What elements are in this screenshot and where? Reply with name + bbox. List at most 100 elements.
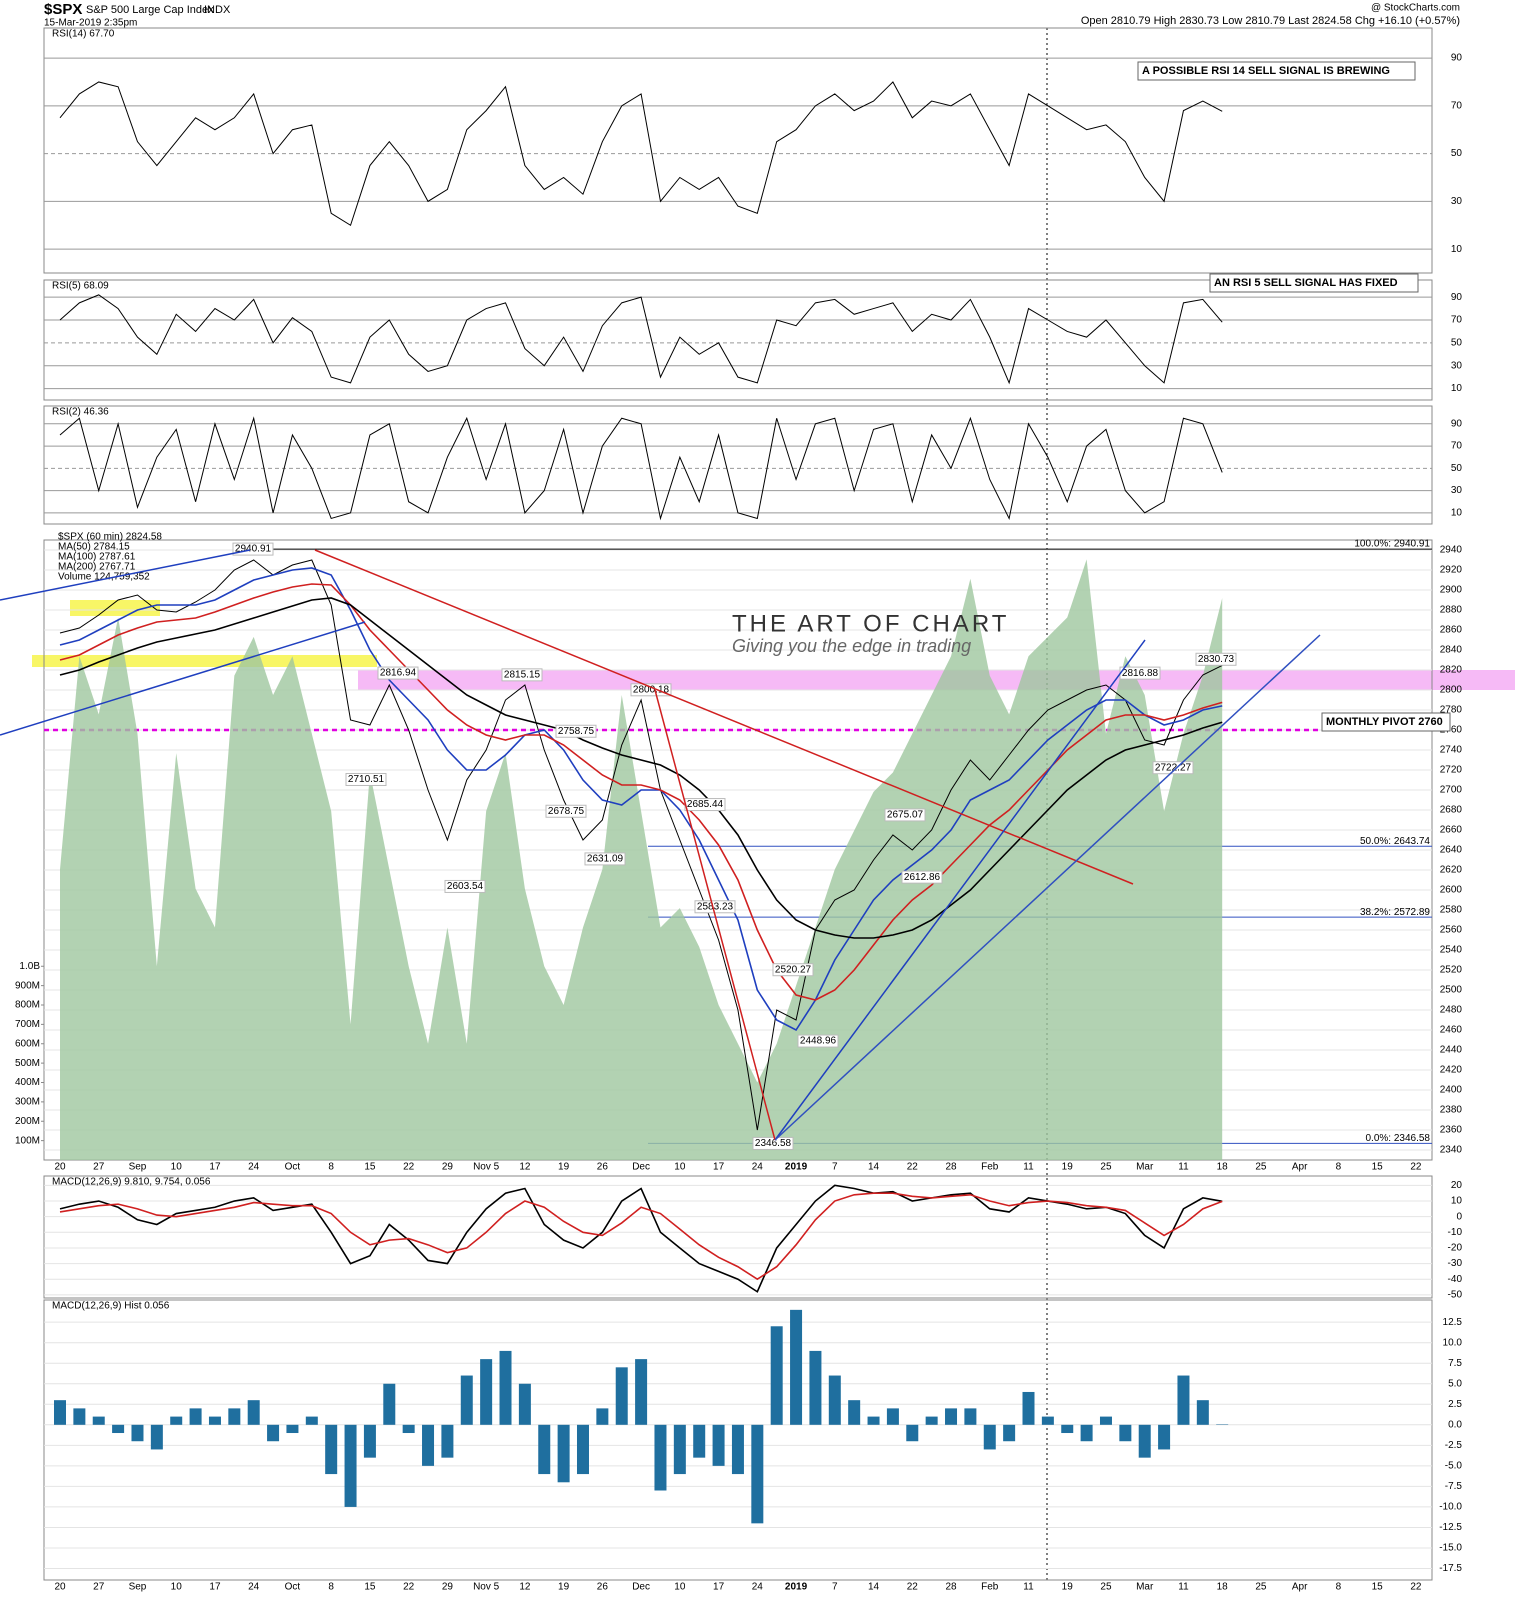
x-tick-label: 2019 <box>785 1162 808 1173</box>
y-tick-label: 30 <box>1451 196 1463 207</box>
line <box>59 416 1223 521</box>
x-tick-label: 7 <box>832 1582 838 1593</box>
x-tick-label: 11 <box>1178 1162 1189 1173</box>
x-tick-label: 17 <box>713 1162 725 1173</box>
y-tick-label: 2720 <box>1440 765 1463 776</box>
y-tick-label: 2420 <box>1440 1065 1463 1076</box>
bar <box>1080 1424 1093 1442</box>
bar <box>673 1424 686 1475</box>
y-tick-label: 10 <box>1451 508 1463 519</box>
x-tick-label: 24 <box>752 1162 764 1173</box>
price-label: 2816.94 <box>380 668 417 679</box>
bar <box>112 1424 125 1434</box>
x-tick-label: 8 <box>328 1582 334 1593</box>
price-label: 2520.27 <box>775 964 812 975</box>
price-label-box <box>1195 652 1237 666</box>
y-tick-label: 90 <box>1451 53 1463 64</box>
area <box>60 559 1223 1160</box>
bar <box>499 1350 512 1425</box>
x-tick-label: Nov 5 <box>473 1162 500 1173</box>
price-label: 2722.27 <box>1155 762 1192 773</box>
bar <box>828 1375 841 1425</box>
bar <box>654 1424 667 1491</box>
x-tick-label: 28 <box>945 1162 957 1173</box>
y-tick-label: 2340 <box>1440 1145 1463 1156</box>
x-tick-label: 7 <box>832 1162 838 1173</box>
bar <box>402 1424 415 1434</box>
x-tick-label: Oct <box>285 1162 301 1173</box>
y-tick-label: 70 <box>1451 441 1463 452</box>
bar <box>1158 1424 1171 1450</box>
bar <box>344 1424 357 1507</box>
x-tick-label: 20 <box>54 1162 66 1173</box>
y-tick-label: 2760 <box>1440 725 1463 736</box>
legend-entry: Volume 124,759,352 <box>58 572 150 583</box>
price-label-box <box>797 1034 839 1048</box>
legend-entry: $SPX (60 min) 2824.58 <box>58 532 162 543</box>
y2-tick-label: 1.0B <box>19 961 40 972</box>
bar <box>848 1400 861 1425</box>
x-tick-label: 17 <box>713 1582 725 1593</box>
x-tick-label: Mar <box>1136 1582 1154 1593</box>
x-tick-label: 27 <box>93 1582 105 1593</box>
x-tick-label: 22 <box>1410 1162 1422 1173</box>
y-tick-label: 10 <box>1451 383 1463 394</box>
y-tick-label: 0.0 <box>1448 1419 1462 1430</box>
x-tick-label: 12 <box>519 1582 531 1593</box>
y-tick-label: -2.5 <box>1445 1440 1463 1451</box>
x-tick-label: 15 <box>1372 1162 1384 1173</box>
y-tick-label: -15.0 <box>1439 1543 1462 1554</box>
bar <box>247 1400 260 1425</box>
bar <box>945 1408 958 1425</box>
bar <box>751 1424 764 1524</box>
bar <box>150 1424 163 1450</box>
legend-entry: MA(200) 2767.71 <box>58 562 136 573</box>
y-tick-label: 10.0 <box>1443 1337 1463 1348</box>
symbol: $SPX <box>44 1 82 18</box>
support-band <box>32 655 377 667</box>
y-tick-label: 2620 <box>1440 865 1463 876</box>
bar <box>189 1408 202 1425</box>
quote: Open 2810.79 High 2830.73 Low 2810.79 La… <box>1081 15 1460 27</box>
price-label: 2675.07 <box>887 810 924 821</box>
bar <box>770 1326 783 1425</box>
x-tick-label: 19 <box>558 1162 570 1173</box>
bar <box>1196 1400 1209 1425</box>
x-tick-label: Dec <box>632 1162 650 1173</box>
y-tick-label: -50 <box>1448 1290 1463 1301</box>
y-tick-label: 2660 <box>1440 825 1463 836</box>
panel-frame <box>43 405 1433 525</box>
trend-line <box>774 634 1321 1141</box>
x-tick-label: Sep <box>129 1162 147 1173</box>
fib-label: 50.0%: 2643.74 <box>1360 836 1430 847</box>
source: @ StockCharts.com <box>1371 3 1460 14</box>
panel-title: MACD(12,26,9) 9.810, 9.754, 0.056 <box>52 1177 211 1188</box>
y-tick-label: 0 <box>1456 1211 1462 1222</box>
bar <box>422 1424 435 1466</box>
bar <box>635 1359 648 1425</box>
x-tick-label: 15 <box>364 1162 376 1173</box>
y-tick-label: 2900 <box>1440 585 1463 596</box>
y-tick-label: -12.5 <box>1439 1522 1462 1533</box>
panel-frame <box>43 27 1433 274</box>
index-name: S&P 500 Large Cap Index <box>86 4 214 16</box>
bar <box>925 1416 938 1425</box>
y-tick-label: 5.0 <box>1448 1378 1462 1389</box>
fib-label: 38.2%: 2572.89 <box>1360 907 1430 918</box>
x-tick-label: 2019 <box>785 1582 808 1593</box>
y2-tick-label: 200M <box>15 1116 40 1127</box>
y2-tick-label: 400M <box>15 1077 40 1088</box>
price-label: 2710.51 <box>348 774 385 785</box>
y-tick-label: 2540 <box>1440 945 1463 956</box>
y2-tick-label: 300M <box>15 1097 40 1108</box>
x-tick-label: 17 <box>209 1582 221 1593</box>
bar <box>693 1424 706 1458</box>
bar <box>1022 1391 1035 1425</box>
x-tick-label: Apr <box>1292 1162 1308 1173</box>
y-tick-label: -10 <box>1448 1227 1463 1238</box>
bar <box>615 1367 628 1425</box>
panel-frame <box>43 1299 1433 1581</box>
bar <box>596 1408 609 1425</box>
y-tick-label: -7.5 <box>1445 1481 1463 1492</box>
